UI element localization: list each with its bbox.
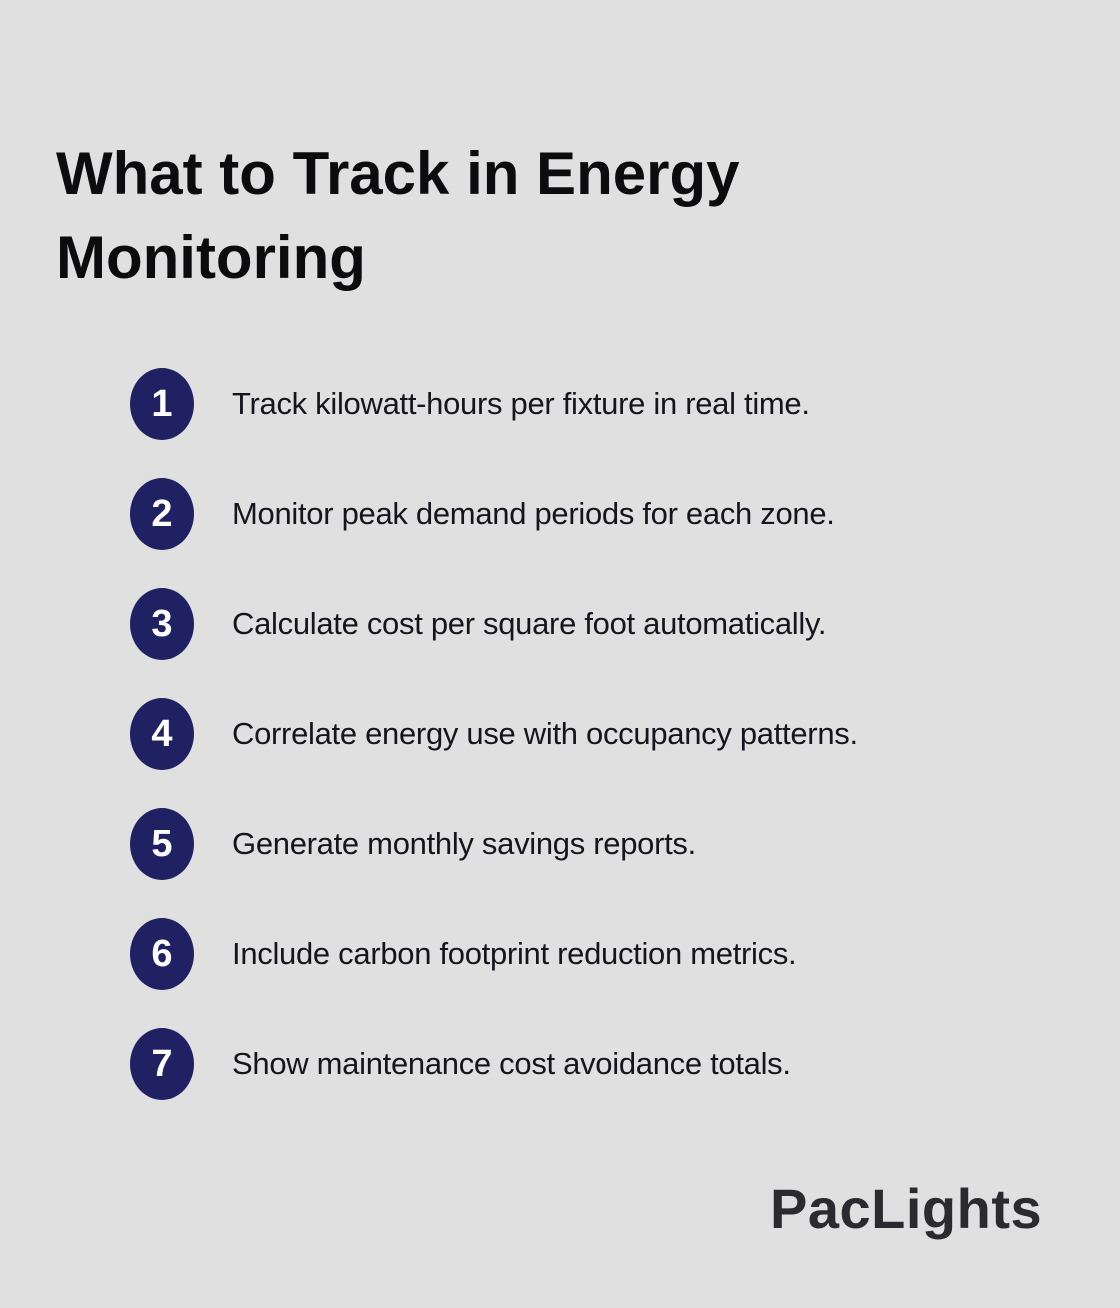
list-item-text: Include carbon footprint reduction metri… — [232, 936, 797, 971]
list-item-text: Calculate cost per square foot automatic… — [232, 606, 827, 641]
list-item-text: Track kilowatt-hours per fixture in real… — [232, 386, 810, 421]
item-number-badge: 7 — [130, 1028, 194, 1100]
list-item-text: Correlate energy use with occupancy patt… — [232, 716, 858, 751]
item-number-badge: 4 — [130, 698, 194, 770]
item-number-badge: 5 — [130, 808, 194, 880]
list-item-text: Show maintenance cost avoidance totals. — [232, 1046, 791, 1081]
list-item: 5 Generate monthly savings reports. — [130, 808, 858, 880]
list-item: 1 Track kilowatt-hours per fixture in re… — [130, 368, 858, 440]
tracking-list: 1 Track kilowatt-hours per fixture in re… — [130, 368, 858, 1100]
item-number-badge: 6 — [130, 918, 194, 990]
list-item-text: Monitor peak demand periods for each zon… — [232, 496, 835, 531]
item-number-badge: 1 — [130, 368, 194, 440]
list-item: 4 Correlate energy use with occupancy pa… — [130, 698, 858, 770]
list-item: 7 Show maintenance cost avoidance totals… — [130, 1028, 858, 1100]
item-number-badge: 2 — [130, 478, 194, 550]
list-item-text: Generate monthly savings reports. — [232, 826, 696, 861]
list-item: 6 Include carbon footprint reduction met… — [130, 918, 858, 990]
item-number-badge: 3 — [130, 588, 194, 660]
page-title: What to Track in Energy Monitoring — [56, 140, 740, 292]
paclights-logo: PacLights — [770, 1177, 1043, 1240]
list-item: 2 Monitor peak demand periods for each z… — [130, 478, 858, 550]
list-item: 3 Calculate cost per square foot automat… — [130, 588, 858, 660]
